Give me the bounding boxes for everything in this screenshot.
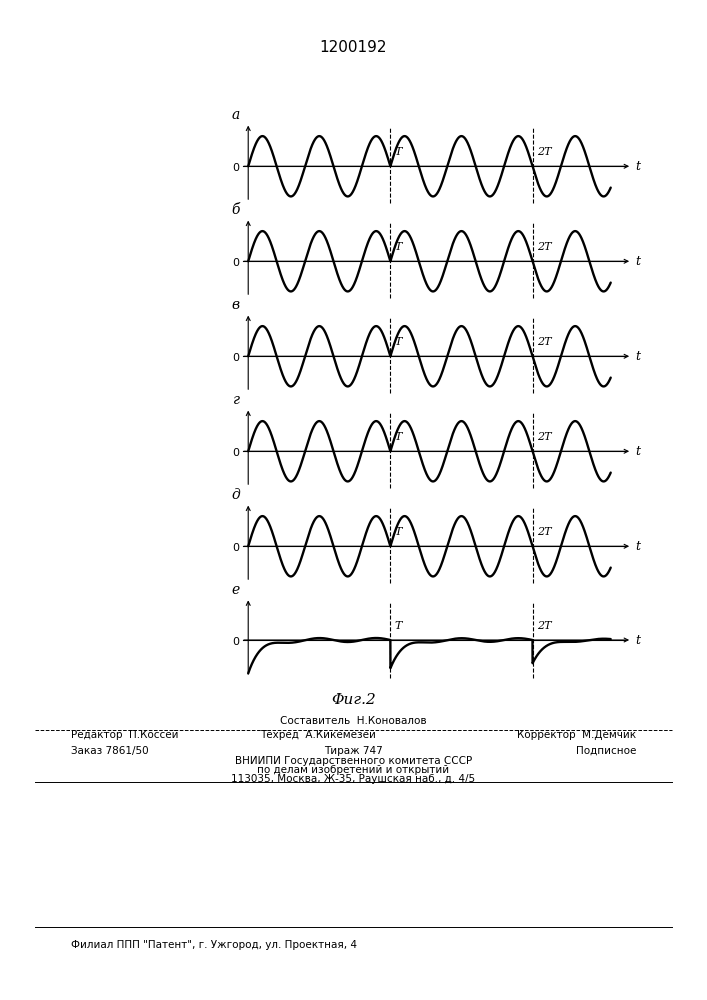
Text: по делам изобретений и открытий: по делам изобретений и открытий	[257, 765, 450, 775]
Text: T: T	[395, 432, 402, 442]
Text: t: t	[635, 255, 640, 268]
Text: 0: 0	[233, 163, 240, 173]
Text: Редактор  П.Коссей: Редактор П.Коссей	[71, 730, 178, 740]
Text: Филиал ППП "Патент", г. Ужгород, ул. Проектная, 4: Филиал ППП "Патент", г. Ужгород, ул. Про…	[71, 940, 357, 950]
Text: д: д	[231, 488, 240, 502]
Text: T: T	[395, 621, 402, 631]
Text: 0: 0	[233, 637, 240, 647]
Text: T: T	[395, 147, 402, 157]
Text: 2T: 2T	[537, 621, 551, 631]
Text: 2T: 2T	[537, 337, 551, 347]
Text: Тираж 747: Тираж 747	[324, 746, 383, 756]
Text: Составитель  Н.Коновалов: Составитель Н.Коновалов	[280, 716, 427, 726]
Text: t: t	[635, 350, 640, 363]
Text: 2T: 2T	[537, 242, 551, 252]
Text: е: е	[231, 583, 240, 597]
Text: 2T: 2T	[537, 147, 551, 157]
Text: t: t	[635, 445, 640, 458]
Text: Φиг.2: Φиг.2	[331, 693, 376, 707]
Text: 1200192: 1200192	[320, 40, 387, 55]
Text: 0: 0	[233, 448, 240, 458]
Text: t: t	[635, 634, 640, 647]
Text: Корректор  М.Демчик: Корректор М.Демчик	[518, 730, 636, 740]
Text: а: а	[231, 108, 240, 122]
Text: 0: 0	[233, 353, 240, 363]
Text: T: T	[395, 337, 402, 347]
Text: Техред  А.Кикемезей: Техред А.Кикемезей	[260, 730, 376, 740]
Text: T: T	[395, 527, 402, 537]
Text: t: t	[635, 540, 640, 553]
Text: T: T	[395, 242, 402, 252]
Text: 113035, Москва, Ж-35, Раушская наб., д. 4/5: 113035, Москва, Ж-35, Раушская наб., д. …	[231, 774, 476, 784]
Text: 0: 0	[233, 543, 240, 553]
Text: Подписное: Подписное	[576, 746, 636, 756]
Text: Заказ 7861/50: Заказ 7861/50	[71, 746, 148, 756]
Text: t: t	[635, 160, 640, 173]
Text: 0: 0	[233, 258, 240, 268]
Text: 2T: 2T	[537, 432, 551, 442]
Text: ВНИИПИ Государственного комитета СССР: ВНИИПИ Государственного комитета СССР	[235, 756, 472, 766]
Text: б: б	[231, 203, 240, 217]
Text: 2T: 2T	[537, 527, 551, 537]
Text: в: в	[232, 298, 240, 312]
Text: г: г	[233, 393, 240, 407]
